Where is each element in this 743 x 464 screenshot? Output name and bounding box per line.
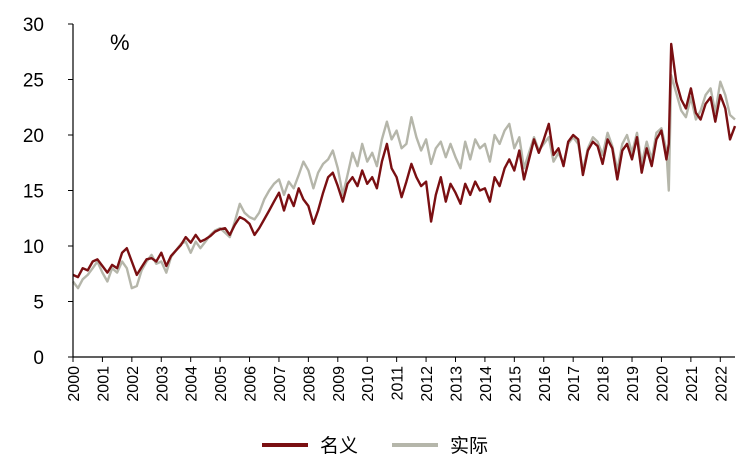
series-layer: [72, 42, 737, 290]
series-line-real: [72, 73, 736, 290]
x-tick-label: 2013: [448, 366, 465, 402]
x-tick-label: 2014: [478, 366, 495, 402]
y-tick-label: 25: [23, 71, 44, 92]
x-tick-label: 2022: [713, 366, 730, 402]
x-tick-label: 2010: [360, 366, 377, 402]
x-tick-label: 2006: [243, 366, 260, 402]
x-tick-label: 2003: [154, 366, 171, 402]
y-tick-label: 0: [33, 348, 44, 369]
x-tick-label: 2009: [331, 366, 348, 402]
x-tick-label: 2021: [684, 366, 701, 402]
x-tick-label: 2015: [507, 366, 524, 402]
x-tick-labels: 2000 2001 2002 2003 2004 2005 2006 2007 2008 2009…: [66, 357, 730, 402]
y-tick-label: 5: [33, 293, 44, 314]
x-tick-label: 2000: [66, 366, 83, 402]
y-tick-label: 20: [23, 126, 44, 147]
y-tick-label: 15: [23, 182, 44, 203]
unit-label: %: [110, 30, 130, 55]
y-tick-label: 30: [23, 15, 44, 36]
x-tick-label: 2008: [301, 366, 318, 402]
x-tick-label: 2004: [184, 366, 201, 402]
x-tick-label: 2019: [625, 366, 642, 402]
x-tick-label: 2016: [537, 366, 554, 402]
legend-label-real: 实际: [450, 435, 488, 457]
series-line-nominal: [72, 42, 737, 279]
y-tick-labels: 0 5 10 15 20 25 30: [23, 15, 73, 369]
x-tick-label: 2002: [125, 366, 142, 402]
x-tick-label: 2011: [390, 366, 407, 401]
x-tick-label: 2020: [654, 366, 671, 402]
x-tick-label: 2007: [272, 366, 289, 402]
x-tick-label: 2017: [566, 366, 583, 402]
legend-label-nominal: 名义: [320, 435, 358, 457]
x-tick-label: 2001: [95, 366, 112, 402]
legend: 名义 实际: [262, 435, 488, 457]
x-tick-label: 2012: [419, 366, 436, 402]
x-tick-label: 2005: [213, 366, 230, 402]
y-tick-label: 10: [23, 237, 44, 258]
x-tick-label: 2018: [596, 366, 613, 402]
